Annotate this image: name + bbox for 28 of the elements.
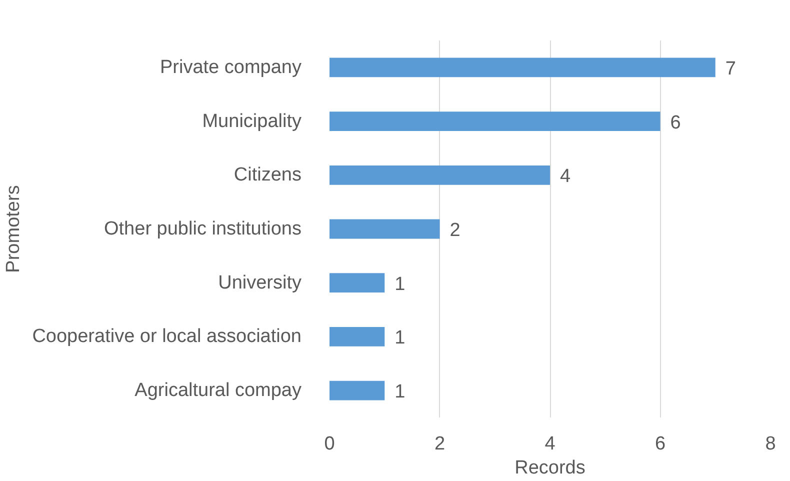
bar [330,112,660,131]
y-tick-label: Cooperative or local association [32,326,302,348]
y-tick-label: Agricaltural compay [134,380,302,402]
bar [330,58,716,78]
x-tick-label: 6 [654,434,666,454]
data-label: 1 [394,382,406,403]
x-tick-label: 0 [324,434,335,454]
data-label: 6 [670,112,681,134]
y-axis-title: Promoters [3,185,24,273]
data-label: 4 [560,166,571,188]
bar [330,273,385,293]
bar [330,165,550,185]
x-tick-label: 8 [765,434,776,454]
y-tick-label: Municipality [202,110,302,132]
y-tick-label: University [218,272,302,294]
y-tick-label: Other public institutions [104,218,302,240]
x-axis-title: Records [514,458,586,478]
y-tick-label: Private company [160,56,302,78]
y-tick-label: Citizens [234,164,302,186]
x-tick-label: 2 [434,434,446,454]
data-label: 1 [394,274,406,295]
x-tick-label: 4 [544,434,556,454]
bar [330,219,440,239]
data-label: 7 [725,58,736,80]
bar [330,380,385,400]
data-label: 2 [450,220,460,241]
data-label: 1 [394,328,406,349]
bar [330,327,385,346]
